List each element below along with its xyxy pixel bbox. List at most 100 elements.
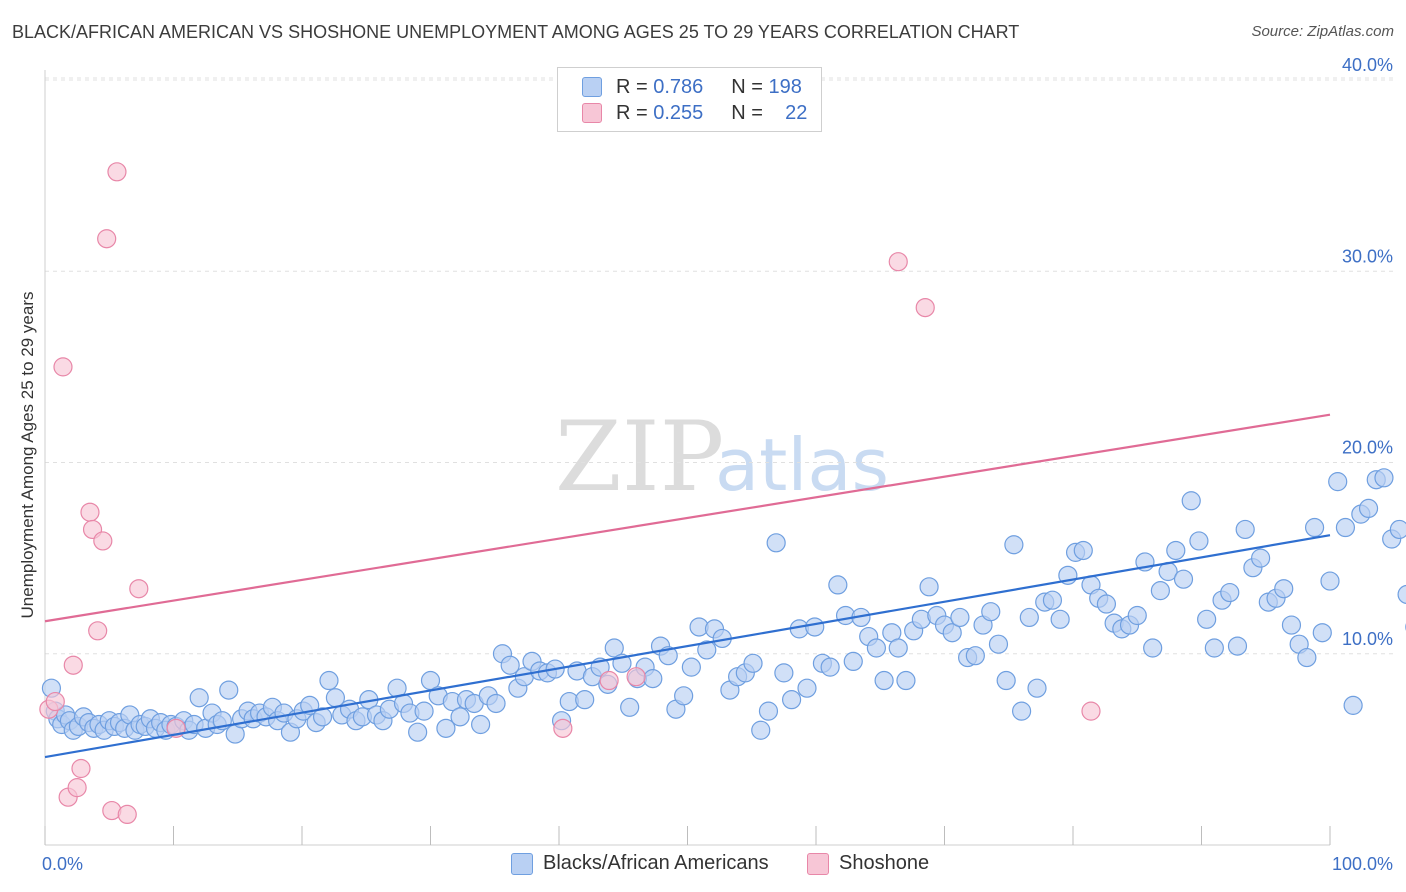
- blacks-point: [1181, 491, 1201, 511]
- legend-swatch-shoshone: [807, 852, 829, 875]
- blacks-point: [1204, 638, 1224, 658]
- blacks-point: [1166, 540, 1186, 561]
- blacks-point: [620, 697, 640, 717]
- blacks-point: [843, 651, 863, 672]
- blacks-point: [820, 657, 840, 677]
- blacks-point: [1251, 548, 1271, 568]
- blacks-point: [965, 646, 985, 666]
- blacks-point: [942, 623, 962, 643]
- blacks-point: [743, 653, 763, 673]
- shoshone-point: [97, 229, 117, 249]
- stats-row-shoshone: R = 0.255 N = 22: [582, 101, 807, 125]
- blacks-point: [828, 575, 848, 595]
- shoshone-point: [129, 579, 149, 599]
- blacks-point: [1374, 468, 1394, 488]
- blacks-point: [1096, 594, 1117, 614]
- blacks-point: [896, 670, 916, 691]
- y-axis-label: Unemployment Among Ages 25 to 29 years: [18, 291, 37, 619]
- shoshone-point: [599, 670, 619, 691]
- blacks-point: [1050, 609, 1070, 629]
- blacks-point: [758, 701, 779, 721]
- shoshone-point: [67, 778, 87, 798]
- n-label: N =: [731, 101, 763, 124]
- blacks-point: [1127, 605, 1147, 626]
- shoshone-trend-line: [44, 413, 1331, 623]
- blacks-point: [1235, 519, 1255, 540]
- blacks-point: [1027, 678, 1047, 698]
- shoshone-point: [71, 758, 91, 779]
- shoshone-point: [107, 162, 127, 182]
- blacks-point: [1397, 584, 1406, 604]
- x-tick-label-min: 0.0%: [42, 854, 83, 874]
- blacks-point: [1019, 607, 1039, 628]
- legend-item-blacks[interactable]: Blacks/African Americans: [511, 852, 769, 875]
- blacks-point: [500, 655, 520, 675]
- blacks-point: [1220, 582, 1240, 603]
- y-tick-label: 10.0%: [1342, 629, 1393, 649]
- blacks-point: [319, 670, 339, 691]
- blacks-point: [751, 720, 771, 740]
- blacks-point: [697, 640, 717, 660]
- n-value: 22: [785, 101, 808, 124]
- blacks-point: [471, 714, 491, 735]
- blacks-point: [1328, 472, 1348, 492]
- blacks-point: [1143, 638, 1163, 658]
- blacks-point: [1150, 581, 1170, 601]
- blacks-point: [1320, 571, 1340, 591]
- blacks-point: [189, 688, 209, 708]
- blacks-point: [797, 678, 817, 698]
- blacks-point: [1227, 636, 1248, 656]
- shoshone-point: [53, 357, 73, 377]
- watermark-zip: ZIP: [555, 401, 724, 513]
- watermark-atlas: atlas: [715, 423, 889, 507]
- blacks-point: [874, 670, 894, 691]
- blacks-point: [866, 638, 886, 658]
- blacks-point: [950, 607, 970, 628]
- blacks-point: [1004, 535, 1024, 555]
- shoshone-point: [1081, 701, 1101, 721]
- blacks-point: [414, 701, 434, 721]
- blacks-point: [1281, 615, 1302, 635]
- n-label: N =: [731, 75, 763, 98]
- blacks-point: [996, 670, 1016, 691]
- blacks-point: [1304, 517, 1325, 538]
- r-value: 0.786: [653, 75, 704, 98]
- blacks-point: [450, 707, 470, 727]
- stats-row-blacks: R = 0.786 N = 198: [582, 75, 802, 99]
- blacks-point: [781, 690, 802, 710]
- shoshone-point: [80, 502, 100, 522]
- shoshone-point: [45, 691, 65, 712]
- blacks-point: [575, 690, 595, 710]
- blacks-point: [1358, 498, 1379, 518]
- blacks-point: [312, 707, 333, 727]
- legend-label-blacks: Blacks/African Americans: [543, 852, 769, 874]
- blacks-point: [408, 722, 428, 742]
- chart-title: BLACK/AFRICAN AMERICAN VS SHOSHONE UNEMP…: [12, 22, 1020, 42]
- source-label: Source: ZipAtlas.com: [1251, 23, 1394, 40]
- y-tick-label: 40.0%: [1342, 55, 1393, 75]
- blacks-point: [1197, 609, 1217, 629]
- shoshone-point: [888, 252, 908, 272]
- legend-swatch-blacks: [511, 852, 533, 875]
- shoshone-point: [93, 531, 113, 551]
- stats-swatch-shoshone: [582, 103, 602, 123]
- blacks-point: [774, 663, 794, 683]
- shoshone-point: [88, 621, 108, 641]
- blacks-point: [805, 617, 825, 637]
- blacks-point: [1042, 590, 1063, 610]
- blacks-point: [1011, 701, 1032, 721]
- shoshone-point: [915, 297, 935, 318]
- shoshone-point: [626, 667, 646, 687]
- blacks-point: [1274, 579, 1294, 599]
- blacks-point: [486, 693, 506, 714]
- r-label: R =: [616, 75, 648, 98]
- blacks-point: [1173, 569, 1194, 589]
- blacks-point: [1312, 623, 1332, 643]
- r-label: R =: [616, 101, 648, 124]
- blacks-point: [1073, 540, 1093, 561]
- blacks-point: [766, 533, 786, 553]
- blacks-point: [919, 577, 939, 597]
- blacks-trend-line: [44, 534, 1331, 759]
- legend-item-shoshone[interactable]: Shoshone: [807, 852, 929, 875]
